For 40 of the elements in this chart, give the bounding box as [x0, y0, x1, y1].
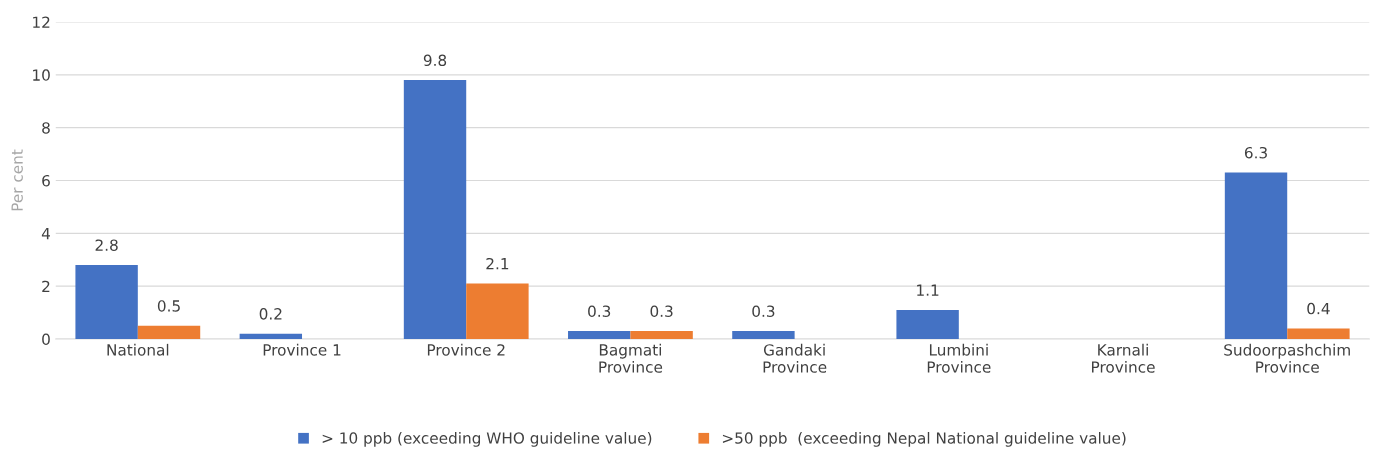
- bar: [466, 283, 529, 339]
- data-label: 2.8: [95, 239, 118, 251]
- bar: [1287, 328, 1350, 339]
- x-tick-label: Bagmati Province: [599, 343, 663, 373]
- data-label: 9.8: [423, 54, 447, 67]
- bar: [403, 80, 467, 339]
- bar: [137, 325, 201, 339]
- x-tick-label: Gandaki Province: [763, 343, 827, 373]
- data-label: 2.1: [486, 257, 509, 270]
- y-tick-label: 2: [42, 280, 50, 292]
- x-tick-label: Sudoorpashchim Province: [1224, 343, 1350, 373]
- x-tick-label: Lumbini Province: [927, 343, 991, 373]
- y-tick-label: 0: [42, 333, 50, 346]
- y-tick-label: 4: [41, 228, 50, 240]
- x-tick-label: Province 1: [263, 343, 341, 356]
- data-label: 0.3: [752, 305, 775, 317]
- bar: [239, 333, 303, 339]
- y-tick-label: 8: [42, 122, 50, 134]
- bar: [896, 309, 959, 339]
- data-label: 0.5: [157, 300, 180, 312]
- y-tick-label: 10: [33, 69, 50, 81]
- legend-label: >50 ppb (exceeding Nepal National guideline value): [722, 431, 1126, 447]
- bar: [630, 331, 693, 339]
- bar: [568, 331, 631, 339]
- data-label: 0.3: [650, 305, 673, 317]
- data-label: 0.3: [588, 305, 611, 317]
- y-tick-label: 12: [33, 16, 50, 28]
- legend-label: > 10 ppb (exceeding WHO guideline value): [322, 431, 652, 447]
- y-tick-label: 6: [42, 174, 50, 187]
- data-label: 0.4: [1307, 302, 1330, 315]
- data-label: 1.1: [917, 284, 939, 296]
- data-label: 0.2: [259, 308, 282, 320]
- x-tick-label: Province 2: [427, 343, 505, 356]
- x-tick-label: Karnali Province: [1092, 343, 1155, 373]
- bar: [75, 265, 138, 339]
- x-tick-label: National: [107, 343, 169, 356]
- y-axis-title: Per cent: [11, 149, 23, 211]
- bar: [1224, 172, 1288, 339]
- data-label: 6.3: [1244, 146, 1267, 159]
- bar: [732, 331, 795, 339]
